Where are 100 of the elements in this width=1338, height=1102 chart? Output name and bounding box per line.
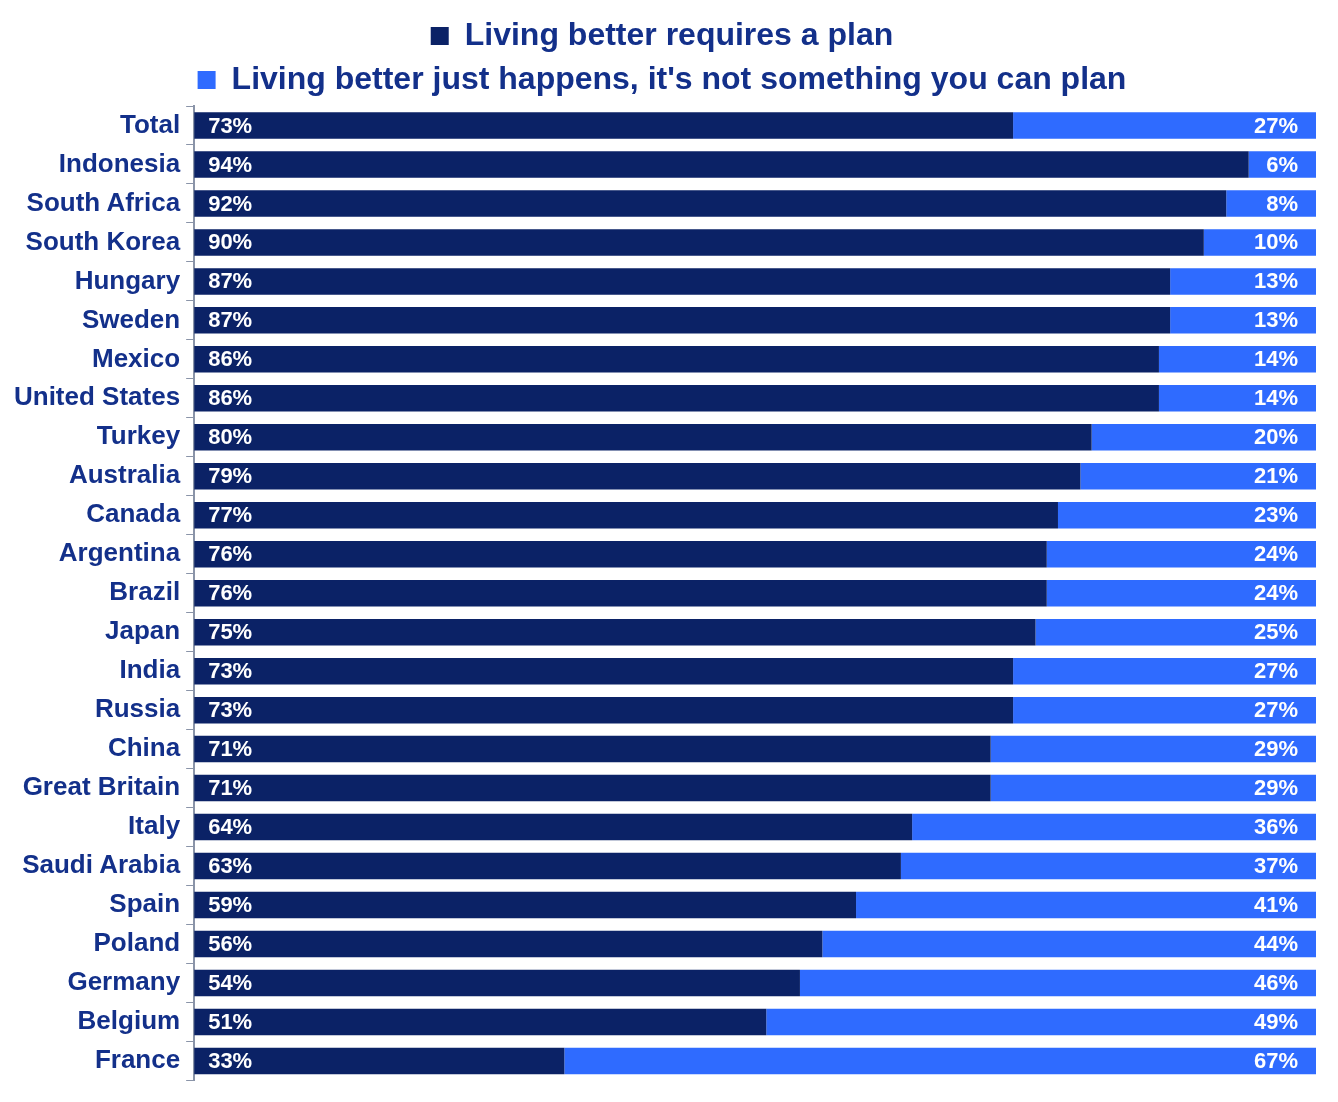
bar bbox=[194, 852, 901, 880]
y-tick-label: Sweden bbox=[81, 303, 181, 334]
y-tick-label: Russia bbox=[94, 693, 181, 724]
data-label: 27% bbox=[1253, 112, 1298, 138]
bar bbox=[194, 735, 991, 763]
bar bbox=[1158, 346, 1316, 373]
bar bbox=[194, 540, 1047, 568]
bar bbox=[1170, 307, 1316, 334]
y-tick-label: South Africa bbox=[26, 186, 181, 217]
y-tick-label: Japan bbox=[104, 615, 181, 646]
y-tick-label: France bbox=[94, 1044, 181, 1075]
bar bbox=[1080, 463, 1316, 490]
data-label: 87% bbox=[208, 268, 253, 294]
y-tick-label: South Korea bbox=[25, 225, 181, 256]
bar bbox=[194, 1008, 767, 1036]
data-label: 67% bbox=[1253, 1047, 1298, 1073]
bar bbox=[194, 268, 1171, 295]
bar bbox=[1091, 424, 1316, 451]
data-label: 54% bbox=[208, 970, 253, 996]
bar bbox=[900, 852, 1316, 880]
bar bbox=[1046, 540, 1316, 568]
data-label: 86% bbox=[208, 346, 253, 372]
bar bbox=[564, 1047, 1316, 1075]
bar bbox=[1013, 112, 1316, 139]
bar bbox=[194, 424, 1092, 451]
data-label: 10% bbox=[1253, 229, 1298, 255]
data-label: 87% bbox=[208, 307, 253, 333]
y-tick-label: Germany bbox=[67, 966, 181, 997]
data-label: 29% bbox=[1253, 775, 1298, 801]
data-label: 24% bbox=[1253, 580, 1298, 606]
data-label: 90% bbox=[208, 229, 253, 255]
bar bbox=[856, 891, 1316, 919]
bar bbox=[194, 579, 1047, 607]
data-label: 37% bbox=[1253, 853, 1298, 879]
data-label: 86% bbox=[208, 385, 253, 411]
data-label: 46% bbox=[1253, 970, 1298, 996]
y-tick-label: Belgium bbox=[77, 1005, 181, 1036]
bar bbox=[194, 657, 1014, 685]
bar bbox=[194, 385, 1159, 412]
data-label: 49% bbox=[1253, 1009, 1298, 1034]
data-label: 73% bbox=[208, 697, 253, 723]
bar bbox=[1057, 502, 1316, 529]
bar bbox=[194, 151, 1249, 178]
data-label: 6% bbox=[1266, 151, 1298, 177]
data-label: 21% bbox=[1253, 463, 1298, 489]
y-tick-label: India bbox=[119, 654, 181, 685]
legend-label: Living better requires a plan bbox=[464, 15, 894, 52]
bar bbox=[194, 618, 1036, 646]
data-label: 73% bbox=[208, 112, 253, 138]
bar bbox=[194, 774, 991, 802]
bar bbox=[799, 969, 1316, 997]
bar bbox=[194, 112, 1014, 139]
y-tick-label: Australia bbox=[68, 459, 181, 490]
bar bbox=[1013, 696, 1316, 724]
y-tick-label: United States bbox=[13, 381, 181, 412]
data-label: 56% bbox=[208, 931, 253, 957]
data-label: 29% bbox=[1253, 736, 1298, 762]
data-label: 23% bbox=[1253, 502, 1298, 528]
y-tick-label: Saudi Arabia bbox=[22, 849, 181, 880]
data-label: 75% bbox=[208, 619, 253, 645]
bar bbox=[194, 813, 913, 841]
y-tick-label: Great Britain bbox=[22, 771, 181, 802]
data-label: 13% bbox=[1253, 268, 1298, 294]
data-label: 51% bbox=[208, 1009, 253, 1034]
bar bbox=[1158, 385, 1316, 412]
bar bbox=[1170, 268, 1316, 295]
y-tick-label: China bbox=[107, 732, 181, 763]
bar bbox=[194, 463, 1081, 490]
data-label: 36% bbox=[1253, 814, 1298, 840]
bar bbox=[194, 190, 1227, 217]
y-tick-label: Poland bbox=[93, 927, 181, 958]
data-label: 14% bbox=[1253, 346, 1298, 372]
y-tick-label: Argentina bbox=[58, 537, 181, 568]
bar bbox=[194, 229, 1204, 256]
y-tick-label: Italy bbox=[128, 810, 181, 841]
y-tick-label: Hungary bbox=[74, 264, 181, 295]
bar bbox=[194, 502, 1058, 529]
data-label: 80% bbox=[208, 424, 253, 450]
data-label: 13% bbox=[1253, 307, 1298, 333]
data-label: 94% bbox=[208, 151, 253, 177]
data-label: 44% bbox=[1253, 931, 1298, 957]
data-label: 76% bbox=[208, 541, 253, 567]
bar bbox=[194, 930, 823, 958]
data-label: 64% bbox=[208, 814, 253, 840]
data-label: 76% bbox=[208, 580, 253, 606]
bar bbox=[194, 307, 1171, 334]
legend-label: Living better just happens, it's not something you can plan bbox=[231, 59, 1127, 96]
bar bbox=[822, 930, 1316, 958]
bar bbox=[912, 813, 1316, 841]
y-tick-label: Total bbox=[119, 108, 181, 139]
data-label: 24% bbox=[1253, 541, 1298, 567]
data-label: 14% bbox=[1253, 385, 1298, 411]
data-label: 92% bbox=[208, 190, 253, 216]
data-label: 79% bbox=[208, 463, 253, 489]
data-label: 20% bbox=[1253, 424, 1298, 450]
bar bbox=[766, 1008, 1316, 1036]
data-label: 27% bbox=[1253, 697, 1298, 723]
bar bbox=[194, 1047, 565, 1075]
bar bbox=[194, 891, 857, 919]
data-label: 73% bbox=[208, 658, 253, 684]
